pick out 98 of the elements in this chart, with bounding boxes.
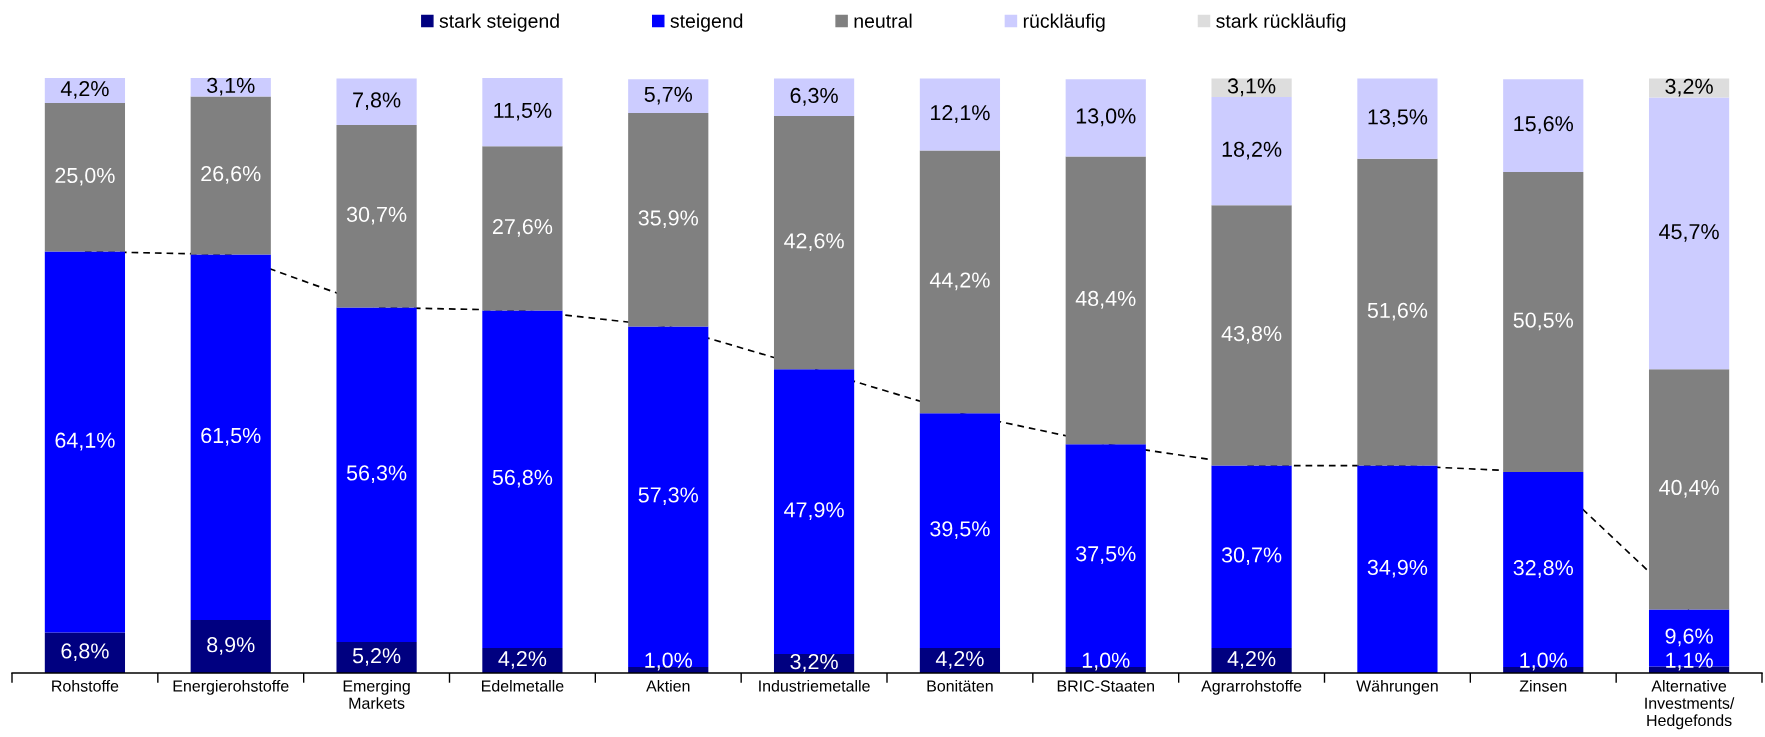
data-label: 64,1% bbox=[55, 432, 115, 451]
bar bbox=[336, 124, 417, 308]
data-label: 3,1% bbox=[1227, 78, 1276, 97]
bar bbox=[1503, 171, 1584, 473]
legend-label: neutral bbox=[854, 13, 912, 28]
x-tick-label: Währungen bbox=[1356, 679, 1438, 695]
data-label: 37,5% bbox=[1076, 546, 1136, 564]
bar bbox=[336, 307, 417, 643]
data-label: 9,6% bbox=[1665, 628, 1713, 647]
data-label: 6,3% bbox=[790, 87, 838, 106]
bar bbox=[44, 102, 126, 252]
data-label: 30,7% bbox=[1221, 547, 1282, 566]
data-label: 57,3% bbox=[638, 487, 699, 506]
data-label: 56,8% bbox=[492, 469, 553, 488]
x-tick-label: Industriemetalle bbox=[759, 679, 870, 692]
data-label: 44,2% bbox=[929, 272, 990, 291]
data-label: 3,2% bbox=[790, 654, 838, 672]
data-label: 18,2% bbox=[1222, 141, 1282, 160]
bar bbox=[190, 96, 271, 255]
x-tick-label: Energierohstoffe bbox=[173, 679, 289, 695]
data-label: 4,2% bbox=[935, 651, 984, 669]
data-label: 34,9% bbox=[1367, 559, 1428, 578]
bar bbox=[482, 146, 563, 311]
bar bbox=[1357, 78, 1438, 159]
data-label: 26,6% bbox=[201, 166, 261, 184]
data-label: 3,2% bbox=[1665, 78, 1713, 97]
data-label: 11,5% bbox=[494, 102, 552, 121]
data-label: 51,6% bbox=[1367, 302, 1428, 321]
data-label: 43,8% bbox=[1221, 325, 1282, 344]
data-label: 8,9% bbox=[207, 637, 255, 655]
x-tick-label: Zinsen bbox=[1519, 679, 1567, 692]
data-label: 47,9% bbox=[784, 502, 844, 520]
bar bbox=[482, 78, 563, 147]
bar bbox=[919, 78, 1001, 151]
bar bbox=[1357, 465, 1438, 673]
bar bbox=[919, 413, 1001, 649]
data-label: 4,2% bbox=[60, 81, 109, 99]
x-tick-label: Alternative Investments/ Hedgefonds bbox=[1645, 679, 1735, 730]
data-label: 13,5% bbox=[1368, 109, 1428, 128]
x-tick-label: Rohstoffe bbox=[52, 679, 119, 692]
data-label: 1,0% bbox=[1082, 652, 1130, 671]
data-label: 50,5% bbox=[1513, 312, 1574, 331]
x-tick-label: Aktien bbox=[646, 679, 690, 692]
data-label: 1,0% bbox=[645, 652, 693, 671]
data-label: 12,1% bbox=[931, 105, 990, 123]
bar bbox=[1211, 205, 1292, 466]
data-label: 39,5% bbox=[930, 521, 990, 539]
data-label: 13,0% bbox=[1076, 108, 1136, 127]
data-label: 5,2% bbox=[352, 648, 401, 666]
bar bbox=[1211, 97, 1292, 206]
data-label: 30,7% bbox=[346, 206, 407, 225]
data-label: 61,5% bbox=[201, 427, 261, 446]
bar bbox=[1065, 156, 1146, 445]
x-tick-label: Agrarrohstoffe bbox=[1201, 679, 1302, 695]
legend-label: steigend bbox=[670, 13, 743, 32]
bar bbox=[773, 78, 855, 117]
data-label: 42,6% bbox=[784, 233, 844, 251]
legend-label: rückläufig bbox=[1023, 13, 1105, 32]
x-tick-label: Edelmetalle bbox=[482, 679, 564, 692]
bar bbox=[773, 369, 855, 654]
bar bbox=[190, 620, 271, 673]
data-label: 35,9% bbox=[638, 210, 699, 229]
bar bbox=[1648, 97, 1730, 370]
x-tick-label: Bonitäten bbox=[927, 679, 993, 692]
data-label: 25,0% bbox=[55, 167, 115, 186]
bar bbox=[1065, 79, 1146, 157]
data-label: 1,0% bbox=[1520, 652, 1568, 671]
bar bbox=[1648, 369, 1730, 610]
data-label: 56,3% bbox=[346, 465, 407, 484]
bar bbox=[190, 254, 271, 621]
bar bbox=[1357, 158, 1438, 466]
data-label: 5,7% bbox=[644, 86, 693, 105]
data-label: 7,8% bbox=[353, 92, 401, 111]
bar bbox=[1503, 79, 1584, 172]
data-label: 40,4% bbox=[1659, 479, 1719, 498]
data-label: 6,8% bbox=[61, 643, 109, 662]
bar bbox=[482, 310, 563, 649]
data-label: 4,2% bbox=[498, 651, 547, 669]
data-label: 15,6% bbox=[1514, 116, 1574, 134]
bar bbox=[1211, 465, 1292, 649]
x-tick-label: Emerging Markets bbox=[343, 679, 410, 709]
bar bbox=[628, 113, 709, 327]
bar bbox=[773, 116, 855, 370]
legend-label: stark rückläufig bbox=[1216, 13, 1346, 32]
data-label: 48,4% bbox=[1075, 290, 1136, 309]
data-label: 32,8% bbox=[1513, 560, 1574, 578]
legend-label: stark steigend bbox=[439, 13, 559, 32]
data-label: 1,1% bbox=[1666, 652, 1713, 671]
x-tick-label: BRIC-Staaten bbox=[1057, 680, 1154, 692]
data-label: 4,2% bbox=[1227, 651, 1276, 669]
bar bbox=[919, 150, 1001, 414]
bar bbox=[336, 78, 417, 125]
data-label: 3,1% bbox=[207, 77, 255, 96]
bar bbox=[336, 642, 417, 673]
data-label: 45,7% bbox=[1659, 224, 1719, 242]
bar bbox=[44, 251, 126, 633]
data-label: 27,6% bbox=[492, 218, 553, 237]
bar bbox=[628, 79, 709, 114]
